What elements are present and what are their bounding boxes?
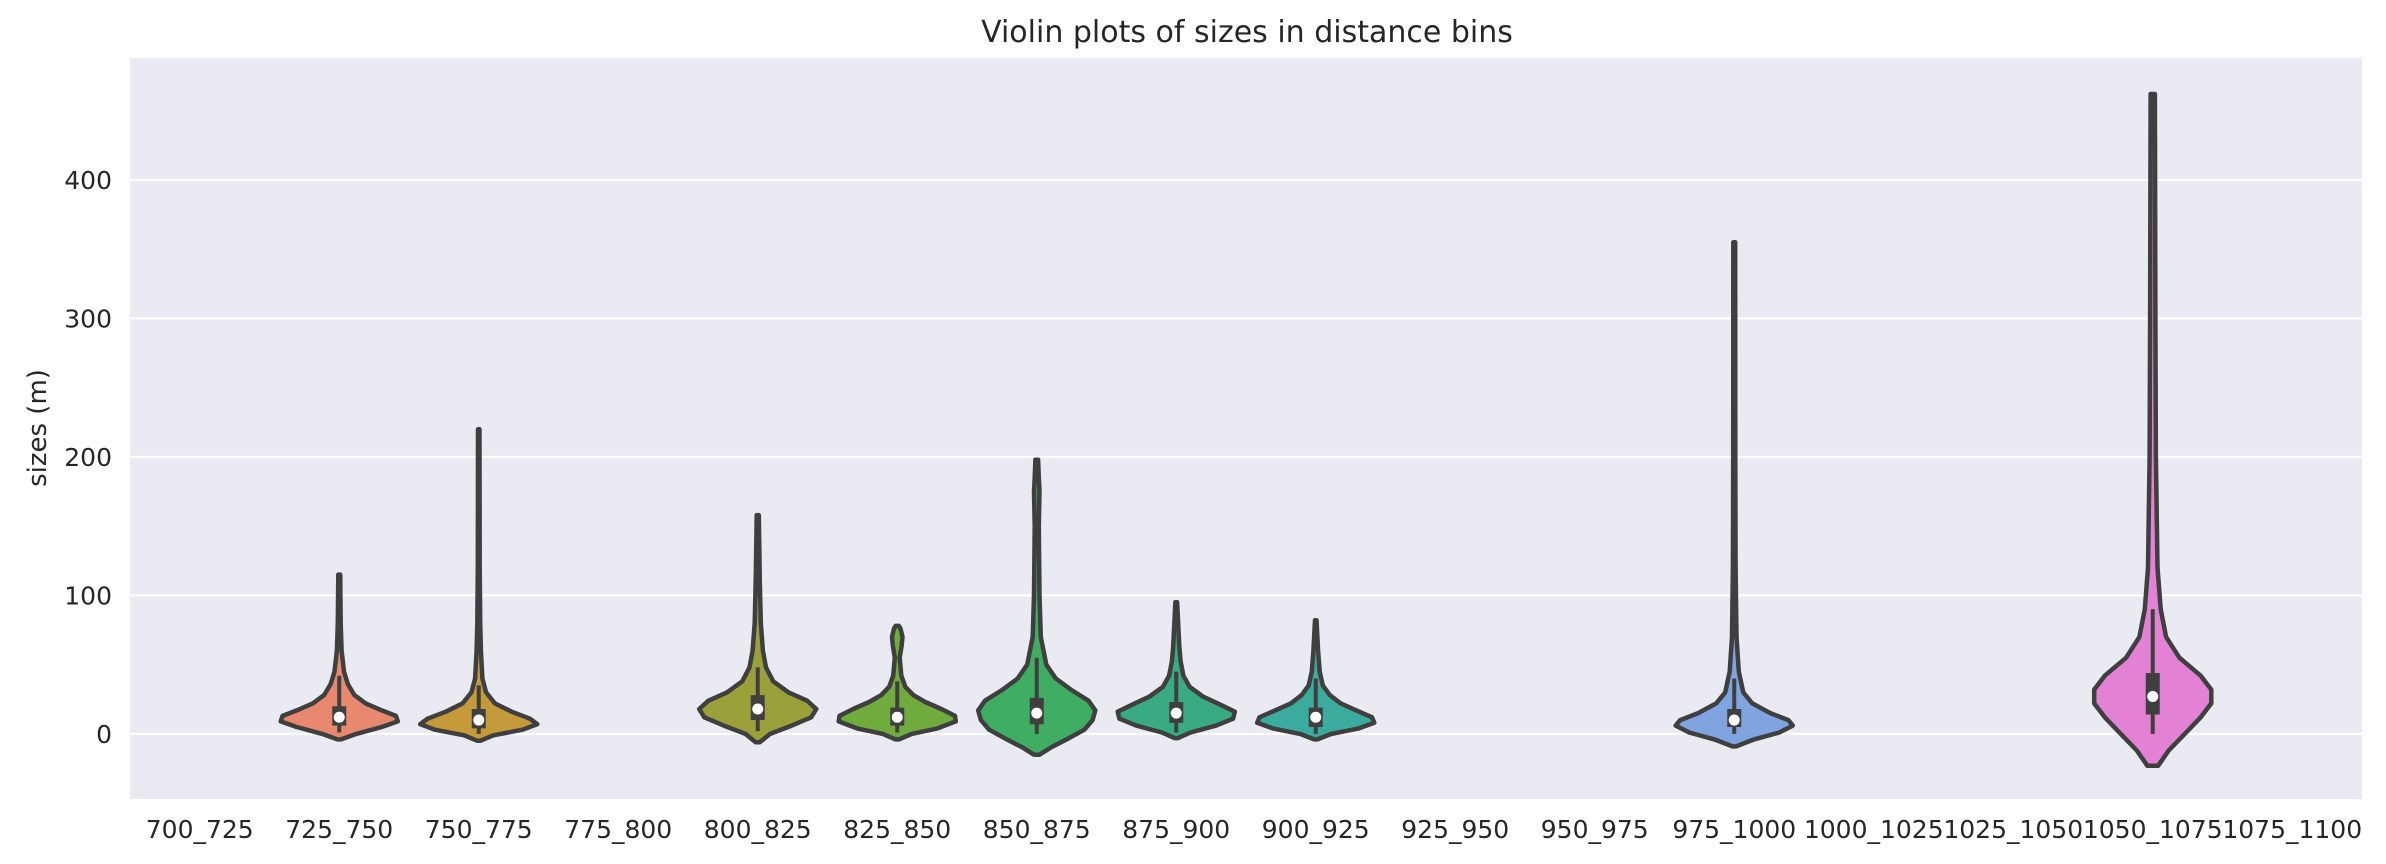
violin-900_925 bbox=[1254, 618, 1377, 742]
violin-median bbox=[1170, 707, 1182, 719]
y-tick-label: 300 bbox=[64, 304, 112, 333]
violin-median bbox=[891, 711, 903, 723]
violin-825_850 bbox=[836, 623, 959, 742]
x-tick-label: 750_775 bbox=[425, 815, 533, 844]
violin-median bbox=[1728, 714, 1740, 726]
x-tick-label: 900_925 bbox=[1262, 815, 1370, 844]
x-tick-label: 975_1000 bbox=[1672, 815, 1796, 844]
x-tick-label: 875_900 bbox=[1122, 815, 1230, 844]
y-tick-label: 400 bbox=[64, 166, 112, 195]
y-tick-label: 0 bbox=[96, 720, 112, 749]
x-tick-label: 700_725 bbox=[146, 815, 254, 844]
x-tick-label: 925_950 bbox=[1401, 815, 1509, 844]
x-tick-label: 1075_1100 bbox=[2222, 815, 2362, 844]
x-tick-label: 850_875 bbox=[983, 815, 1091, 844]
violin-median bbox=[333, 711, 345, 723]
y-axis-ticks: 0 100 200 300 400 bbox=[64, 166, 112, 749]
violin-975_1000 bbox=[1673, 239, 1796, 749]
violin-750_775 bbox=[417, 426, 540, 744]
violin-body bbox=[1673, 239, 1796, 749]
y-axis-label: sizes (m) bbox=[23, 369, 53, 487]
y-tick-label: 200 bbox=[64, 443, 112, 472]
violin-875_900 bbox=[1115, 600, 1238, 741]
violin-725_750 bbox=[278, 572, 401, 742]
plot-area bbox=[130, 58, 2362, 799]
x-tick-label: 1025_1050 bbox=[1943, 815, 2083, 844]
violin-body bbox=[2091, 91, 2214, 769]
x-tick-label: 1050_1075 bbox=[2083, 815, 2223, 844]
violin-median bbox=[1031, 707, 1043, 719]
violin-body bbox=[417, 426, 540, 744]
violin-800_825 bbox=[696, 512, 819, 745]
chart-title: Violin plots of sizes in distance bins bbox=[981, 15, 1513, 50]
y-tick-label: 100 bbox=[64, 581, 112, 610]
x-tick-label: 950_975 bbox=[1541, 815, 1649, 844]
x-tick-label: 800_825 bbox=[704, 815, 812, 844]
x-tick-label: 1000_1025 bbox=[1804, 815, 1944, 844]
violin-1050_1075 bbox=[2091, 91, 2214, 769]
violin-median bbox=[1310, 711, 1322, 723]
violin-body bbox=[696, 512, 819, 745]
violin-body bbox=[1115, 600, 1238, 741]
violins bbox=[278, 91, 2214, 769]
grid-lines bbox=[130, 178, 2362, 735]
violin-median bbox=[473, 714, 485, 726]
violin-850_875 bbox=[975, 457, 1098, 757]
violin-body bbox=[278, 572, 401, 742]
x-tick-label: 825_850 bbox=[843, 815, 951, 844]
violin-median bbox=[2147, 691, 2159, 703]
x-tick-label: 725_750 bbox=[285, 815, 393, 844]
x-axis-ticks: 700_725 725_750 750_775 775_800 800_825 825_8… bbox=[146, 815, 2362, 844]
x-tick-label: 775_800 bbox=[564, 815, 672, 844]
violin-body bbox=[975, 457, 1098, 757]
violin-median bbox=[752, 703, 764, 715]
